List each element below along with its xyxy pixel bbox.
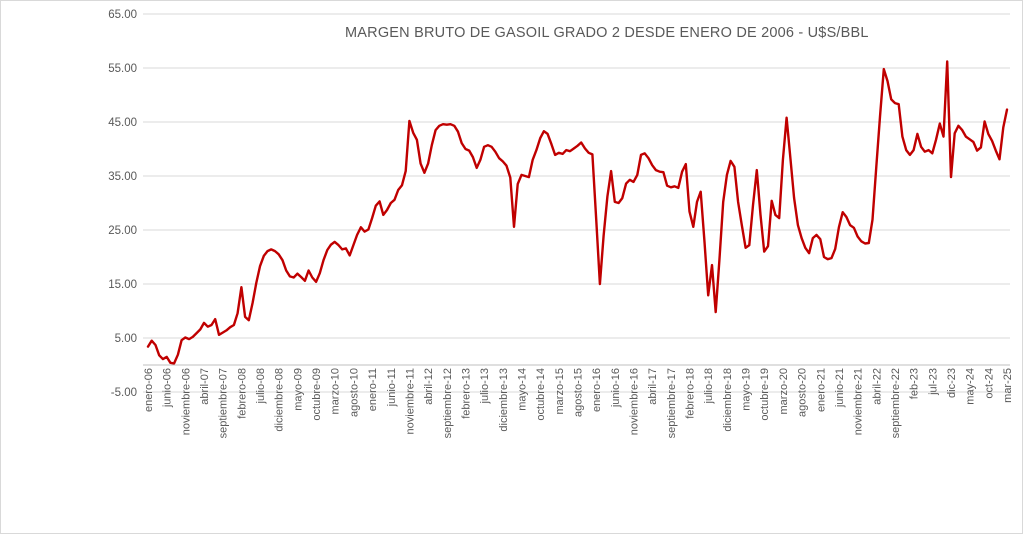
y-tick-label: 55.00	[108, 63, 137, 75]
y-tick-label: 15.00	[108, 279, 137, 291]
x-tick-label: junio-06	[162, 368, 174, 408]
x-tick-label: abril-07	[199, 368, 211, 405]
x-tick-label: enero-06	[143, 368, 155, 412]
x-tick-label: dic-23	[946, 368, 958, 398]
y-tick-label: 5.00	[115, 333, 137, 345]
x-tick-label: marzo-20	[778, 368, 790, 414]
x-tick-label: may-24	[965, 368, 977, 405]
x-tick-label: enero-21	[815, 368, 827, 412]
x-tick-label: jul-23	[927, 368, 939, 396]
y-tick-label: 65.00	[108, 9, 137, 21]
x-tick-label: octubre-09	[311, 368, 323, 421]
x-tick-label: noviembre-06	[180, 368, 192, 435]
x-tick-label: julio-18	[703, 368, 715, 404]
data-line	[146, 60, 1009, 365]
x-tick-label: agosto-10	[348, 368, 360, 417]
x-tick-label: mayo-09	[292, 368, 304, 411]
x-tick-label: noviembre-11	[404, 368, 416, 434]
x-tick-label: enero-16	[591, 368, 603, 412]
x-tick-label: abril-17	[647, 368, 659, 405]
x-tick-label: oct-24	[983, 368, 995, 399]
x-tick-label: octubre-19	[759, 368, 771, 421]
x-tick-label: marzo-10	[330, 368, 342, 414]
x-tick-label: junio-11	[386, 368, 398, 407]
x-tick-label: abril-12	[423, 368, 435, 405]
x-tick-label: agosto-15	[573, 368, 585, 417]
x-tick-label: agosto-20	[797, 368, 809, 417]
y-tick-label: 45.00	[108, 117, 137, 129]
x-tick-label: septiembre-12	[442, 368, 454, 438]
x-tick-label: octubre-14	[535, 368, 547, 421]
y-tick-label: -5.00	[111, 387, 137, 399]
x-tick-label: febrero-18	[685, 368, 697, 419]
chart-title: MARGEN BRUTO DE GASOIL GRADO 2 DESDE ENE…	[345, 25, 869, 41]
x-tick-label: diciembre-13	[498, 368, 510, 432]
x-tick-label: septiembre-17	[666, 368, 678, 438]
x-tick-label: noviembre-16	[629, 368, 641, 435]
y-tick-label: 35.00	[108, 171, 137, 183]
x-tick-label: julio-08	[255, 368, 267, 404]
x-tick-label: junio-16	[610, 368, 622, 408]
x-tick-label: septiembre-07	[218, 368, 230, 438]
x-tick-label: abril-22	[871, 368, 883, 405]
x-tick-label: septiembre-22	[890, 368, 902, 438]
y-tick-label: 25.00	[108, 225, 137, 237]
x-tick-label: diciembre-08	[274, 368, 286, 432]
x-tick-label: mayo-14	[516, 368, 528, 411]
x-tick-label: noviembre-21	[853, 368, 865, 435]
x-tick-label: mar-25	[1002, 368, 1014, 403]
x-tick-label: febrero-08	[236, 368, 248, 419]
x-tick-label: diciembre-18	[722, 368, 734, 432]
x-tick-label: julio-13	[479, 368, 491, 404]
x-tick-label: feb-23	[909, 368, 921, 399]
x-tick-label: junio-21	[834, 368, 846, 408]
x-tick-label: marzo-15	[554, 368, 566, 414]
x-tick-label: febrero-13	[460, 368, 472, 419]
x-tick-label: enero-11	[367, 368, 379, 411]
x-tick-label: mayo-19	[741, 368, 753, 411]
